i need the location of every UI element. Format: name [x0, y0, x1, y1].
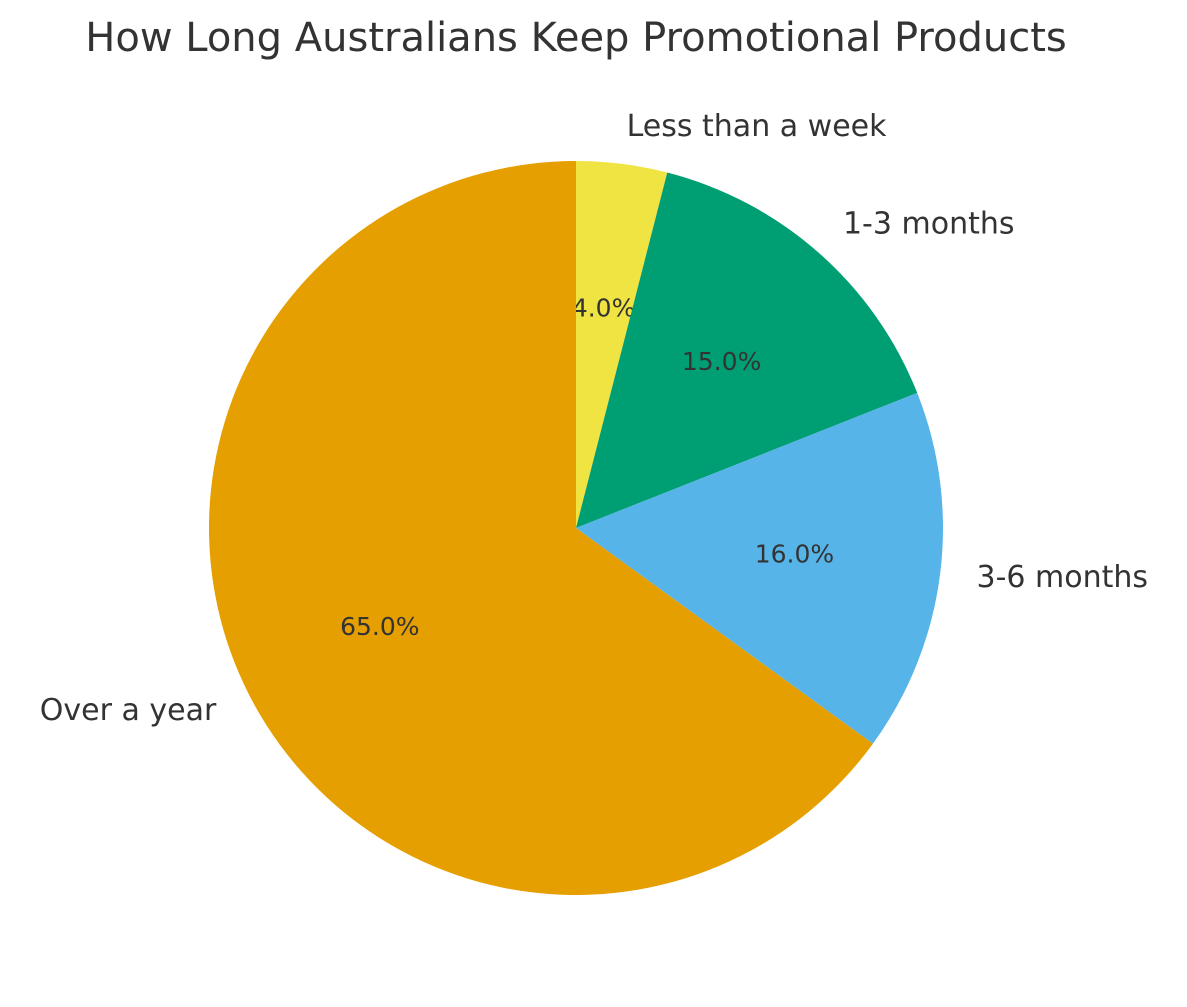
value-label: 65.0% — [340, 612, 419, 641]
pie-slice — [208, 161, 873, 896]
value-label: 15.0% — [682, 347, 761, 376]
slice-label: 1-3 months — [843, 207, 1015, 242]
value-label: 16.0% — [755, 540, 834, 569]
value-label: 4.0% — [572, 294, 636, 323]
slice-label: Less than a week — [627, 109, 888, 144]
pie-slice — [576, 161, 668, 528]
pie-slice — [576, 172, 918, 529]
slice-label: Over a year — [40, 693, 217, 728]
slice-label: 3-6 months — [977, 560, 1149, 595]
pie-slice — [576, 392, 943, 744]
chart-title: How Long Australians Keep Promotional Pr… — [85, 15, 1066, 61]
